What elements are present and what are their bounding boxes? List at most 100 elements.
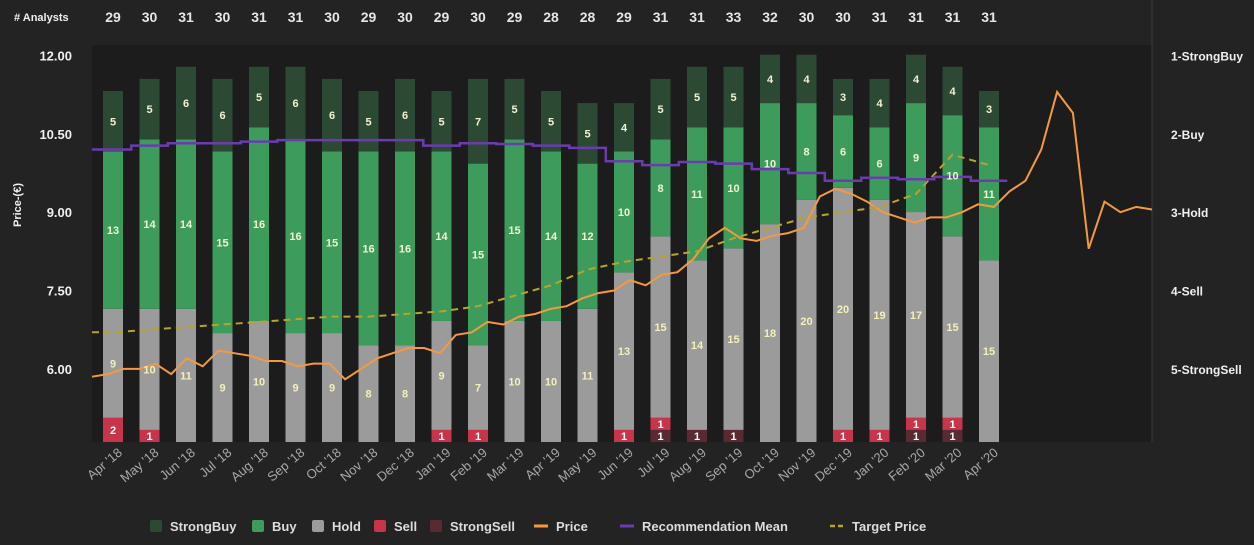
bar-segment-label: 13 [618,346,630,358]
bar-segment-buy [650,139,671,237]
bar-segment-hold [614,272,634,430]
price-line [91,89,1153,381]
bar-segment-strongbuy [869,78,890,128]
analyst-count: 31 [653,9,669,25]
bar-segment-sell [468,429,488,442]
analyst-count: 31 [872,9,888,25]
bar-segment-label: 1 [876,431,882,443]
bar-segment-hold [249,320,269,442]
x-tick-label: Dec '19 [812,445,855,485]
lines-layer [91,89,1153,381]
bar-segment-buy [103,151,123,309]
bar-segment-strongbuy [906,54,926,104]
bar-segment-hold [541,320,561,442]
legend-label: StrongSell [450,519,515,534]
x-tick-label: May '18 [117,445,161,485]
bar-segment-label: 12 [581,231,593,243]
bar-segment-hold [212,333,233,442]
x-tick-label: Mar '20 [922,445,965,484]
bar-segment-label: 1 [146,431,152,443]
x-tick-label: Feb '20 [885,445,928,484]
bar-segment-label: 18 [764,328,776,340]
bar-segment-label: 1 [475,431,481,443]
bar-segment-label: 6 [219,110,225,122]
bar-segment-hold [285,333,306,442]
rating-tick-label: 5-StrongSell [1171,363,1242,377]
bar-segment-label: 8 [365,389,371,401]
legend-label: Sell [394,519,417,534]
bar-segment-label: 10 [764,159,776,171]
bar-segment-strongsell [906,429,926,442]
rating-tick-label: 3-Hold [1171,206,1208,220]
bar-segment-label: 20 [800,316,812,328]
bar-segment-label: 4 [621,122,628,134]
bar-segment-hold [431,320,452,430]
bar-segment-hold [723,248,744,430]
x-tick-label: Jun '18 [156,445,197,483]
analyst-count: 28 [580,9,596,25]
bar-segment-label: 10 [545,376,557,388]
bar-segment-hold [139,308,160,430]
bar-segment-sell [139,429,160,442]
bar-segment-label: 16 [289,231,301,243]
bar-segment-hold [577,308,598,442]
bar-segment-label: 4 [876,98,883,110]
bar-segment-label: 8 [803,147,809,159]
x-tick-label: Sep '18 [264,445,307,485]
bar-segment-label: 10 [946,171,958,183]
bar-segment-hold [687,260,707,430]
x-tick-label: Oct '18 [303,445,344,483]
bar-segment-buy [833,115,853,188]
analyst-count: 32 [762,9,778,25]
bar-segment-strongbuy [431,90,452,152]
bar-segment-strongbuy [212,78,233,152]
bar-segment-label: 7 [475,116,481,128]
bar-segment-hold [650,236,671,418]
bar-segment-buy [979,127,999,261]
bar-segment-buy [139,139,160,309]
x-tick-label: Nov '19 [775,445,818,485]
bar-segment-strongbuy [504,78,525,140]
bar-segment-buy [285,139,306,334]
bar-segment-buy [906,103,926,213]
bar-segment-strongbuy [942,66,963,116]
analyst-count: 30 [215,9,231,25]
bar-segment-label: 6 [292,98,298,110]
bar-segment-label: 20 [837,304,849,316]
bar-segment-hold [906,212,926,418]
bar-segment-sell [833,429,853,442]
bar-segment-label: 11 [582,370,594,382]
bar-segment-hold [322,333,342,442]
legend-swatch-strongsell [430,520,442,532]
bar-segment-label: 4 [913,74,920,86]
bar-segment-buy [687,127,707,261]
bar-segment-strongbuy [103,90,123,152]
bar-segment-label: 6 [402,110,408,122]
bar-segment-label: 11 [983,189,995,201]
y-tick-label: 9.00 [47,205,72,220]
bar-segment-label: 6 [329,110,335,122]
bar-segment-sell [942,417,963,430]
bar-segment-label: 5 [548,116,554,128]
bar-segment-label: 10 [253,376,265,388]
bar-segment-label: 14 [435,231,448,243]
x-tick-label: Aug '19 [666,445,709,485]
bar-segment-strongsell [687,429,707,442]
bar-segment-label: 1 [621,431,627,443]
bar-segment-buy [504,139,525,321]
x-tick-label: Feb '19 [447,445,490,484]
bar-segment-label: 5 [438,116,444,128]
bar-segment-label: 14 [180,219,193,231]
x-tick-label: Jan '20 [850,445,891,483]
bar-segment-strongbuy [760,54,780,104]
bar-segment-hold [176,308,196,442]
bar-segment-label: 14 [691,340,704,352]
bar-segment-buy [322,151,342,334]
bar-segment-strongbuy [614,103,634,152]
bar-segment-hold [979,260,999,442]
y-tick-label: 6.00 [47,362,72,377]
bar-segment-label: 3 [986,104,992,116]
bar-segment-label: 5 [365,116,371,128]
bar-segment-buy [249,127,269,321]
bar-segment-strongbuy [285,66,306,140]
